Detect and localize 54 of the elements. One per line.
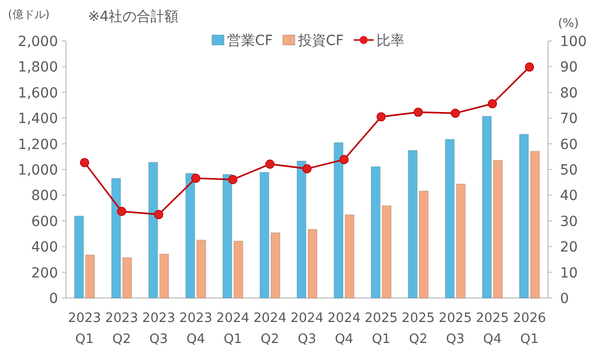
y2-tick-label: 40 xyxy=(560,188,578,204)
point xyxy=(154,210,164,220)
x-tick-label: 2024 Q1 xyxy=(216,311,250,347)
y2-tick-label: 80 xyxy=(560,85,578,102)
point xyxy=(228,174,238,184)
y-tick-label: 2,000 xyxy=(18,34,58,50)
y-tick-label: 1,000 xyxy=(18,162,58,178)
point xyxy=(191,174,200,183)
text: ※4社の合計額 xyxy=(88,9,179,25)
point xyxy=(450,108,460,118)
y-tick-label: 1,400 xyxy=(18,111,58,128)
y-tick-label: 1,200 xyxy=(18,136,58,153)
y2-tick-label: 0 xyxy=(560,291,569,307)
y2-tick-label: 90 xyxy=(560,60,578,76)
y2-tick-label: 30 xyxy=(560,214,578,230)
y2-tick-label: 10 xyxy=(560,265,578,282)
point xyxy=(302,164,312,174)
x-tick-label: 2023 Q3 xyxy=(142,311,176,347)
y-tick-label: 400 xyxy=(31,240,58,256)
x-tick-label: 2025 Q1 xyxy=(364,311,398,347)
legend-label: 投資CF xyxy=(296,33,344,49)
y-tick-label: 0 xyxy=(49,291,58,307)
y-tick-label: 200 xyxy=(31,265,58,282)
y2-tick-label: 50 xyxy=(560,162,578,178)
y2-axis-title: (%) xyxy=(558,16,579,30)
point xyxy=(414,108,423,117)
y-tick-label: 1,800 xyxy=(18,60,58,76)
y-tick-label: 600 xyxy=(31,214,58,230)
x-tick-label: 2025 Q4 xyxy=(476,311,509,347)
point xyxy=(524,62,534,72)
y-axis-title: (億ドル) xyxy=(8,8,50,21)
point xyxy=(488,99,497,108)
point xyxy=(117,206,126,216)
point xyxy=(80,158,90,168)
legend-label: 比率 xyxy=(376,33,405,49)
x-tick-label: 2024 Q4 xyxy=(328,311,361,347)
point xyxy=(339,154,349,164)
y2-tick-label: 20 xyxy=(560,240,578,256)
x-tick-label: 2024 Q3 xyxy=(290,311,324,347)
y-tick-label: 1,600 xyxy=(18,85,58,102)
point xyxy=(376,112,386,122)
x-tick-label: 2023 Q1 xyxy=(68,311,102,347)
x-tick-label: 2023 Q2 xyxy=(105,311,138,347)
y2-tick-label: 70 xyxy=(560,111,578,128)
point xyxy=(265,160,275,169)
y2-tick-label: 60 xyxy=(560,136,578,153)
x-tick-label: 2025 Q2 xyxy=(402,311,435,347)
legend-label: 営業CF xyxy=(227,33,273,49)
x-tick-label: 2023 Q4 xyxy=(179,311,212,347)
x-tick-label: 2025 Q3 xyxy=(438,311,472,347)
x-tick-label: 2026 Q1 xyxy=(512,311,546,347)
y2-tick-label: 100 xyxy=(560,34,587,50)
y-tick-label: 800 xyxy=(31,188,58,204)
x-tick-label: 2024 Q2 xyxy=(253,311,286,347)
